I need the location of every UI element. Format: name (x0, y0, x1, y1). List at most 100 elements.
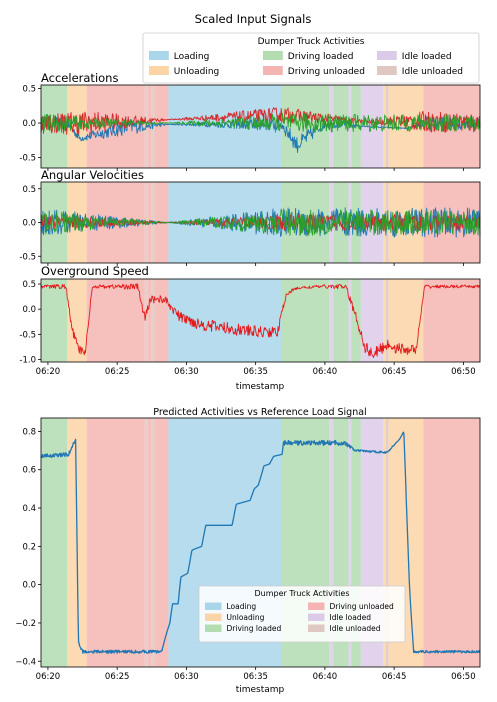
y-tick-label: 0.4 (22, 504, 36, 514)
legend-label-loading: Loading (174, 52, 210, 62)
bottom-chart-title: Predicted Activities vs Reference Load S… (153, 407, 366, 418)
legend-swatch-loading (205, 602, 222, 610)
activity-span-unloading (383, 418, 386, 667)
series-line-3 (40, 208, 481, 236)
axes-frame (40, 84, 481, 169)
activity-span-idle-unloaded (144, 418, 148, 667)
activity-span-idle-unloaded (385, 418, 389, 667)
activity-span-idle-loaded (348, 279, 352, 362)
x-tick-label: 06:25 (105, 367, 130, 377)
series-line-3 (40, 113, 481, 133)
x-tick-label: 06:20 (36, 367, 61, 377)
panel-predicted-vs-reference: 0.8 0.6 0.4 0.2 0.0 −0.2 −0.406:20 06:25 06:30 06… (15, 417, 481, 682)
x-tick-label: 06:30 (174, 672, 199, 682)
activity-span-idle-unloaded (385, 279, 389, 362)
legend-label-driving-unloaded: Driving unloaded (330, 602, 395, 611)
activity-span-driving-unloaded (423, 279, 480, 362)
activity-span-driving-unloaded (154, 85, 169, 168)
activity-span-idle-loaded (329, 279, 334, 362)
bottom-legend-title: Dumper Truck Activities (255, 589, 350, 598)
y-tick-label: -0.5 (19, 252, 36, 262)
activity-span-unloading (67, 279, 87, 362)
y-tick-label: 0.8 (22, 427, 36, 437)
activity-span-idle-loaded (360, 279, 384, 362)
legend-swatch-unloading (205, 613, 222, 621)
y-tick-label: -1.0 (19, 355, 36, 365)
x-tick-label: 06:45 (382, 367, 407, 377)
figure-title: Scaled Input Signals (195, 12, 312, 26)
y-tick-label: −0.2 (15, 619, 36, 629)
activity-span-driving-loaded (281, 279, 330, 362)
activity-span-driving-unloaded (154, 418, 169, 667)
legend-label-driving-loaded: Driving loaded (227, 624, 282, 633)
y-tick-label: -0.5 (19, 154, 36, 164)
panel-speed-xlabel: timestamp (236, 382, 285, 392)
legend-swatch-driving-unloaded (308, 602, 325, 610)
x-tick-label: 06:20 (36, 672, 61, 682)
bottom-legend: Dumper Truck Activities Loading Unloading… (198, 585, 406, 643)
series-line-1 (40, 283, 481, 358)
top-legend: Dumper Truck Activities Loading Unloading… (142, 32, 480, 84)
x-tick-label: 06:25 (105, 672, 130, 682)
axes-frame (40, 417, 481, 668)
activity-span-driving-unloaded (86, 279, 145, 362)
activity-span-idle-loaded (329, 418, 334, 667)
panel-angular-velocities: 0.5 0.0 -0.5 (19, 181, 481, 266)
activity-span-driving-unloaded (147, 279, 152, 362)
y-tick-label: 0.5 (22, 185, 36, 195)
legend-label-driving-unloaded: Driving unloaded (288, 67, 365, 77)
legend-label-unloading: Unloading (174, 67, 219, 77)
activity-span-driving-unloaded (147, 418, 152, 667)
y-tick-label: 0.6 (22, 466, 36, 476)
legend-swatch-driving-loaded (205, 624, 222, 632)
y-tick-label: 0.5 (22, 84, 36, 94)
activity-span-idle-unloaded (144, 279, 148, 362)
activity-span-driving-loaded (351, 418, 361, 667)
y-tick-label: 0.2 (22, 542, 36, 552)
activity-span-idle-loaded (329, 182, 334, 263)
x-tick-label: 06:45 (382, 672, 407, 682)
x-tick-label: 06:40 (313, 367, 338, 377)
x-tick-label: 06:35 (243, 367, 268, 377)
legend-label-idle-unloaded: Idle unloaded (330, 624, 381, 633)
legend-label-idle-loaded: Idle loaded (330, 613, 372, 622)
legend-swatch-unloading (149, 66, 169, 75)
panel-speed-title: Overground Speed (41, 264, 149, 278)
activity-span-driving-unloaded (154, 279, 169, 362)
series-line-1 (40, 431, 481, 654)
y-tick-label: 0.5 (22, 280, 36, 290)
activity-span-idle-unloaded (151, 279, 155, 362)
legend-swatch-driving-loaded (263, 51, 283, 60)
legend-label-idle-unloaded: Idle unloaded (402, 67, 463, 77)
activity-span-loading (168, 85, 282, 168)
activity-span-driving-unloaded (423, 418, 480, 667)
x-tick-label: 06:50 (451, 367, 476, 377)
legend-label-driving-loaded: Driving loaded (288, 52, 354, 62)
y-tick-label: 0.0 (22, 305, 36, 315)
legend-swatch-driving-unloaded (263, 66, 283, 75)
panel-overground-speed: 0.5 0.0 -0.5 -1.006:20 06:25 06:30 06:35 06:40 0… (19, 278, 481, 377)
activity-span-loading (168, 279, 282, 362)
panel-accelerations: 0.5 0.0 -0.5 (19, 84, 481, 171)
legend-swatch-idle-loaded (308, 613, 325, 621)
y-tick-label: 0.0 (22, 119, 36, 129)
y-tick-label: -0.5 (19, 330, 36, 340)
activity-span-unloading (383, 279, 386, 362)
panel-angular-velocities-title: Angular Velocities (41, 168, 144, 182)
legend-label-loading: Loading (227, 602, 257, 611)
axes-frame (40, 278, 481, 363)
x-tick-label: 06:35 (243, 672, 268, 682)
x-tick-label: 06:40 (313, 672, 338, 682)
y-tick-label: 0.0 (22, 219, 36, 229)
x-tick-label: 06:50 (451, 672, 476, 682)
activity-span-idle-loaded (348, 418, 352, 667)
activity-span-driving-loaded (41, 418, 68, 667)
legend-swatch-idle-loaded (377, 51, 397, 60)
legend-swatch-idle-unloaded (377, 66, 397, 75)
top-legend-title: Dumper Truck Activities (258, 37, 365, 47)
legend-label-unloading: Unloading (227, 613, 265, 622)
activity-span-driving-loaded (41, 279, 68, 362)
legend-swatch-idle-unloaded (308, 624, 325, 632)
x-tick-label: 06:30 (174, 367, 199, 377)
